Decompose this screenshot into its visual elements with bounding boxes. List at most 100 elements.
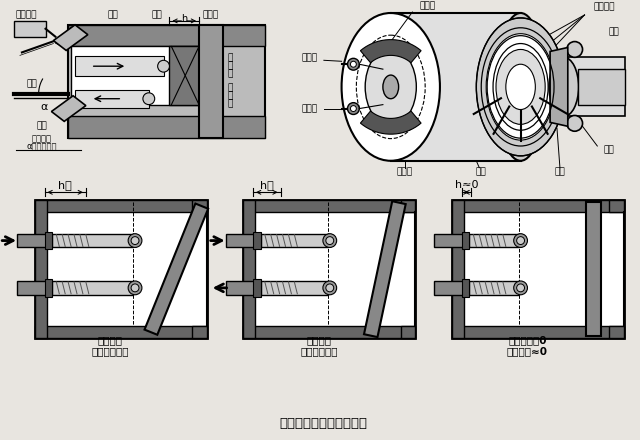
Text: h≈0: h≈0 (455, 180, 478, 191)
Bar (243, 326, 415, 338)
Text: 泵軸: 泵軸 (609, 27, 620, 36)
Bar (68, 25, 265, 47)
Ellipse shape (567, 115, 582, 131)
Text: 排: 排 (228, 54, 233, 63)
Ellipse shape (326, 237, 333, 245)
Bar (578, 69, 625, 105)
Text: h大: h大 (58, 180, 72, 191)
Bar (45, 279, 52, 297)
Bar (75, 90, 149, 108)
Text: 斜盤: 斜盤 (554, 167, 565, 176)
Text: α: α (40, 102, 47, 112)
Ellipse shape (567, 41, 582, 57)
Ellipse shape (342, 13, 440, 161)
Text: 輸出流量變少: 輸出流量變少 (300, 346, 338, 356)
Text: 腰形槽: 腰形槽 (396, 167, 413, 176)
Bar (35, 200, 47, 338)
Ellipse shape (157, 60, 170, 72)
Bar (243, 200, 255, 338)
Bar (586, 202, 601, 336)
Text: 腔: 腔 (228, 99, 233, 108)
Polygon shape (550, 48, 568, 126)
Ellipse shape (486, 34, 555, 140)
Text: 缸體: 缸體 (151, 11, 162, 19)
Bar (17, 234, 47, 247)
Ellipse shape (549, 57, 579, 117)
Ellipse shape (348, 103, 359, 114)
Bar (609, 326, 624, 338)
Bar (243, 200, 415, 338)
Bar (45, 232, 52, 249)
Text: 吸油口: 吸油口 (301, 53, 317, 62)
Text: 缸體: 缸體 (476, 167, 486, 176)
Ellipse shape (516, 284, 525, 292)
Polygon shape (145, 204, 208, 335)
Bar (434, 281, 463, 295)
Ellipse shape (383, 75, 399, 99)
Bar (452, 200, 463, 338)
Bar (243, 200, 415, 212)
Text: α角大小可變: α角大小可變 (26, 143, 57, 151)
Ellipse shape (514, 234, 527, 247)
Ellipse shape (514, 281, 527, 295)
Text: h小: h小 (260, 180, 274, 191)
Text: 配油盤: 配油盤 (203, 11, 219, 19)
Polygon shape (364, 201, 406, 337)
Bar (35, 200, 207, 212)
Bar (609, 200, 624, 212)
Text: 油: 油 (228, 91, 233, 100)
Bar (452, 326, 624, 338)
Text: 斜盤角小: 斜盤角小 (307, 335, 332, 345)
Text: 斜盤式軸向柱塞泵的變量: 斜盤式軸向柱塞泵的變量 (280, 417, 368, 430)
Bar (192, 326, 207, 338)
Bar (461, 279, 470, 297)
Bar (564, 57, 625, 117)
Bar (225, 281, 255, 295)
Bar (452, 200, 624, 338)
Bar (17, 281, 47, 295)
Ellipse shape (351, 61, 356, 67)
Ellipse shape (506, 64, 535, 110)
Text: 腰形槽: 腰形槽 (419, 2, 435, 11)
Bar (261, 234, 328, 247)
Bar (401, 200, 415, 212)
Bar (470, 234, 518, 247)
Text: 柱塞: 柱塞 (107, 11, 118, 19)
Text: 斜盤角約為0: 斜盤角約為0 (508, 335, 547, 345)
Bar (35, 200, 207, 338)
Text: 油: 油 (228, 62, 233, 71)
Bar (461, 232, 470, 249)
Ellipse shape (143, 93, 155, 105)
Text: 變量機構: 變量機構 (15, 11, 36, 19)
Bar (52, 281, 133, 295)
Bar (68, 117, 265, 138)
Bar (68, 25, 265, 138)
Text: 出油口: 出油口 (301, 104, 317, 113)
Bar (470, 281, 518, 295)
Ellipse shape (348, 59, 359, 70)
Text: 柱塞組件: 柱塞組件 (593, 3, 615, 11)
Text: 腔: 腔 (228, 70, 233, 79)
Polygon shape (360, 40, 421, 63)
Bar (261, 281, 328, 295)
Text: 斜盤擺動: 斜盤擺動 (31, 135, 52, 143)
Polygon shape (53, 25, 88, 51)
Ellipse shape (128, 281, 142, 295)
Text: 輸出流量≈0: 輸出流量≈0 (507, 346, 548, 356)
Text: 輸出流量最大: 輸出流量最大 (92, 346, 129, 356)
Ellipse shape (476, 18, 565, 156)
Ellipse shape (516, 237, 525, 245)
Ellipse shape (496, 49, 545, 125)
Text: 斜盤: 斜盤 (36, 122, 47, 131)
Bar (170, 47, 199, 105)
Polygon shape (56, 28, 81, 48)
Ellipse shape (131, 284, 139, 292)
Bar (225, 234, 255, 247)
Bar (14, 21, 45, 37)
Ellipse shape (326, 284, 333, 292)
Text: 耳軸: 耳軸 (604, 146, 614, 154)
Ellipse shape (365, 48, 417, 125)
Ellipse shape (131, 237, 139, 245)
Bar (192, 200, 207, 212)
Ellipse shape (323, 281, 337, 295)
